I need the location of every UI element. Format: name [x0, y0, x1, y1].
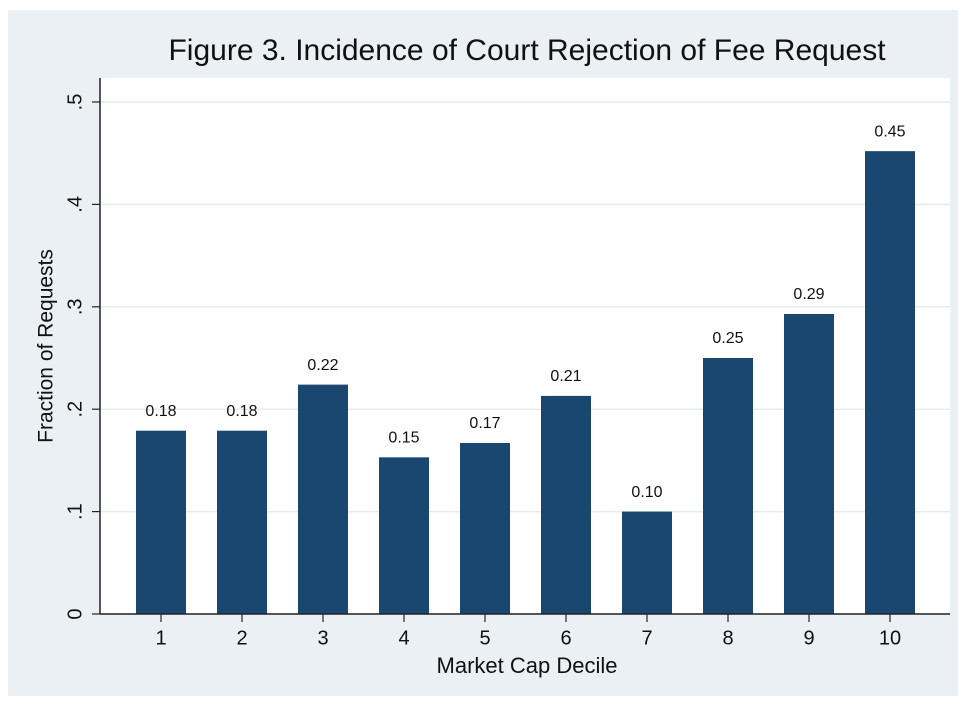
- x-axis-label: Market Cap Decile: [437, 653, 618, 678]
- x-tick-label: 5: [479, 627, 490, 649]
- bar: [784, 313, 834, 614]
- chart-title: Figure 3. Incidence of Court Rejection o…: [168, 34, 886, 67]
- value-label: 0.29: [793, 286, 824, 303]
- value-label: 0.45: [874, 123, 905, 140]
- value-label: 0.17: [469, 415, 500, 432]
- bar: [136, 430, 186, 614]
- x-tick-label: 8: [722, 627, 733, 649]
- value-label: 0.10: [631, 484, 662, 501]
- bar: [541, 395, 591, 614]
- bar: [460, 442, 510, 614]
- x-tick-label: 4: [398, 627, 409, 649]
- y-axis-label: Fraction of Requests: [35, 249, 58, 443]
- bar: [622, 511, 672, 614]
- x-tick-label: 9: [803, 627, 814, 649]
- value-label: 0.25: [712, 330, 743, 347]
- bar: [298, 384, 348, 614]
- y-tick-label: .2: [64, 401, 86, 418]
- bar: [217, 430, 267, 614]
- x-tick-label: 7: [641, 627, 652, 649]
- bar: [703, 358, 753, 614]
- value-label: 0.15: [388, 430, 419, 447]
- bar: [865, 151, 915, 615]
- y-tick-label: .1: [64, 503, 86, 520]
- x-tick-label: 10: [879, 627, 901, 649]
- y-tick-label: .3: [64, 298, 86, 315]
- bar: [379, 457, 429, 614]
- y-tick-label: .4: [64, 196, 86, 213]
- x-tick-label: 6: [560, 627, 571, 649]
- value-label: 0.22: [307, 357, 338, 374]
- x-tick-label: 3: [317, 627, 328, 649]
- value-label: 0.21: [550, 368, 581, 385]
- value-label: 0.18: [145, 403, 176, 420]
- value-label: 0.18: [226, 403, 257, 420]
- x-tick-label: 1: [155, 627, 166, 649]
- y-tick-label: 0: [64, 608, 86, 619]
- x-tick-label: 2: [236, 627, 247, 649]
- y-tick-label: .5: [64, 94, 86, 111]
